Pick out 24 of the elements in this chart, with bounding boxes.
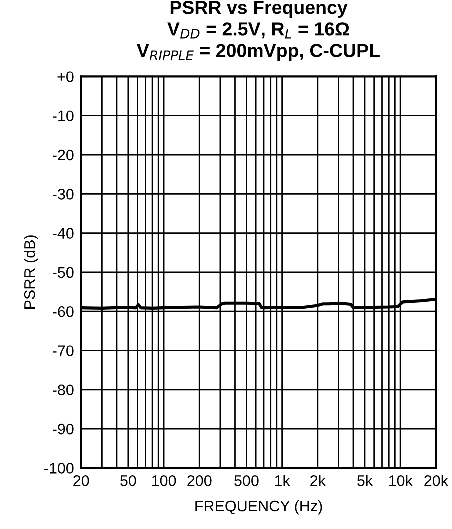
x-tick-label: 200 — [188, 476, 212, 486]
x-tick-label: 100 — [152, 476, 176, 486]
chart-title: PSRR vs Frequency V$_{DD}$ = 2.5V, R$_{L}$ = 16Ω V$_{RIPPLE}$ = 200mVpp, C-CUPL — [137, 1, 380, 62]
y-tick-label: -80 — [53, 384, 74, 396]
x-tick-label: 5k — [358, 475, 374, 486]
y-tick-label: -50 — [53, 267, 74, 278]
x-tick-label: 2k — [310, 475, 326, 486]
y-axis-title: PSRR (dB) — [24, 236, 38, 309]
x-tick-label: 50 — [120, 476, 136, 486]
y-tick-label: -10 — [53, 110, 74, 122]
x-axis-title: FREQUENCY (Hz) — [196, 500, 322, 515]
x-tick-label: 20 — [74, 476, 90, 486]
y-tick-label: -30 — [53, 189, 74, 200]
y-tick-label: -100 — [44, 463, 74, 474]
y-tick-label: +0 — [58, 72, 74, 82]
x-tick-label: 1k — [275, 475, 290, 486]
x-tick-label: 10k — [389, 475, 413, 486]
y-tick-label: -90 — [53, 424, 74, 435]
y-tick-label: -70 — [53, 346, 74, 356]
x-tick-label: 500 — [234, 476, 259, 486]
y-tick-label: -60 — [53, 306, 74, 318]
y-tick-label: -20 — [53, 150, 74, 161]
x-tick-label: 20k — [424, 475, 449, 486]
y-tick-label: -40 — [53, 228, 74, 239]
